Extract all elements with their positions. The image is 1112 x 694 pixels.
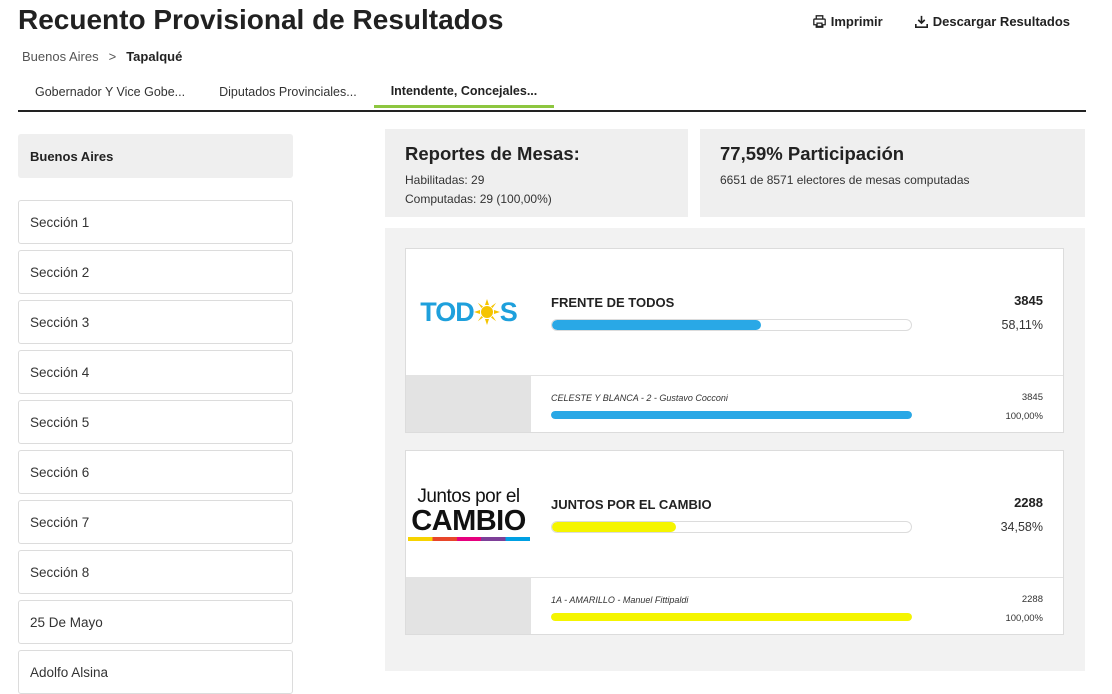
list-name: 1A - AMARILLO - Manuel Fittipaldi — [551, 595, 689, 605]
list-vote-bar — [551, 613, 912, 621]
juntos-logo-text: Juntos por el CAMBIO — [407, 486, 530, 541]
list-votes: 3845 — [1021, 392, 1043, 403]
juntos-logo-top: Juntos por el — [417, 486, 520, 507]
sidebar-item-25-de-mayo[interactable]: 25 De Mayo — [18, 600, 293, 644]
party-list-row: 1A - AMARILLO - Manuel Fittipaldi 2288 1… — [406, 577, 1063, 634]
election-tabs: Gobernador Y Vice Gobe... Diputados Prov… — [18, 76, 1086, 112]
party-votes: 3845 — [1014, 293, 1043, 308]
frente-de-todos-logo: TOD S — [406, 249, 531, 375]
results-area: TOD S FRENTE DE TODOS — [385, 228, 1085, 671]
list-vote-bar-fill — [551, 613, 912, 621]
participation-card: 77,59% Participación 6651 de 8571 electo… — [700, 129, 1085, 217]
sidebar-header[interactable]: Buenos Aires — [18, 134, 293, 178]
list-percent: 100,00% — [1005, 613, 1043, 624]
download-icon — [914, 15, 928, 28]
list-vote-bar-fill — [551, 411, 912, 419]
download-results-button[interactable]: Descargar Resultados — [914, 14, 1070, 29]
breadcrumb-current: Tapalqué — [126, 49, 183, 64]
party-name: FRENTE DE TODOS — [551, 295, 675, 310]
sidebar-item-seccion-2[interactable]: Sección 2 — [18, 250, 293, 294]
mesas-report-card: Reportes de Mesas: Habilitadas: 29 Compu… — [385, 129, 688, 217]
party-card-juntos-por-el-cambio[interactable]: Juntos por el CAMBIO JUNTOS POR EL CAMBI… — [405, 450, 1064, 635]
todos-logo-text: TOD S — [420, 296, 518, 327]
list-percent: 100,00% — [1005, 411, 1043, 422]
sun-icon — [473, 299, 500, 325]
party-vote-bar-fill — [552, 522, 677, 532]
participation-detail: 6651 de 8571 electores de mesas computad… — [720, 173, 970, 187]
party-name: JUNTOS POR EL CAMBIO — [551, 497, 712, 512]
sidebar-item-adolfo-alsina[interactable]: Adolfo Alsina — [18, 650, 293, 694]
party-list-row: CELESTE Y BLANCA - 2 - Gustavo Cocconi 3… — [406, 375, 1063, 432]
sidebar-item-seccion-7[interactable]: Sección 7 — [18, 500, 293, 544]
tab-intendente[interactable]: Intendente, Concejales... — [373, 76, 555, 108]
list-vote-bar — [551, 411, 912, 419]
page-title: Recuento Provisional de Resultados — [18, 4, 504, 35]
participation-title: 77,59% Participación — [720, 143, 905, 164]
juntos-por-el-cambio-logo: Juntos por el CAMBIO — [406, 451, 531, 577]
sidebar-item-seccion-1[interactable]: Sección 1 — [18, 200, 293, 244]
sidebar: Buenos Aires Sección 1 Sección 2 Sección… — [18, 134, 293, 694]
list-logo-placeholder — [406, 375, 531, 432]
print-button[interactable]: Imprimir — [812, 14, 883, 29]
breadcrumb: Buenos Aires > Tapalqué — [22, 49, 182, 64]
sidebar-item-seccion-5[interactable]: Sección 5 — [18, 400, 293, 444]
header-actions: Imprimir Descargar Resultados — [812, 14, 1070, 29]
sidebar-list: Sección 1 Sección 2 Sección 3 Sección 4 … — [18, 200, 293, 694]
party-vote-bar — [551, 521, 912, 533]
breadcrumb-separator: > — [108, 49, 117, 64]
tab-gobernador[interactable]: Gobernador Y Vice Gobe... — [35, 85, 186, 99]
juntos-logo-bottom: CAMBIO — [411, 505, 526, 537]
printer-icon — [812, 15, 826, 28]
list-logo-placeholder — [406, 577, 531, 634]
party-percent: 58,11% — [1001, 318, 1043, 332]
mesas-habilitadas: Habilitadas: 29 — [405, 173, 485, 187]
list-votes: 2288 — [1021, 594, 1043, 605]
party-vote-bar-fill — [552, 320, 761, 330]
sidebar-item-seccion-3[interactable]: Sección 3 — [18, 300, 293, 344]
tab-diputados[interactable]: Diputados Provinciales... — [219, 85, 357, 99]
party-percent: 34,58% — [1000, 520, 1043, 534]
print-label: Imprimir — [830, 14, 883, 29]
list-name: CELESTE Y BLANCA - 2 - Gustavo Cocconi — [551, 393, 728, 403]
sidebar-item-seccion-8[interactable]: Sección 8 — [18, 550, 293, 594]
party-card-frente-de-todos[interactable]: TOD S FRENTE DE TODOS — [405, 248, 1064, 433]
sidebar-item-seccion-4[interactable]: Sección 4 — [18, 350, 293, 394]
party-summary: TOD S FRENTE DE TODOS — [406, 249, 1063, 376]
breadcrumb-root[interactable]: Buenos Aires — [22, 49, 99, 64]
sidebar-item-seccion-6[interactable]: Sección 6 — [18, 450, 293, 494]
mesas-computadas: Computadas: 29 (100,00%) — [405, 192, 552, 206]
party-vote-bar — [551, 319, 912, 331]
party-votes: 2288 — [1014, 495, 1043, 510]
mesas-title: Reportes de Mesas: — [405, 143, 580, 164]
logo-color-stripe — [407, 537, 530, 541]
download-label: Descargar Resultados — [932, 14, 1070, 29]
party-summary: Juntos por el CAMBIO JUNTOS POR EL CAMBI… — [406, 451, 1063, 578]
